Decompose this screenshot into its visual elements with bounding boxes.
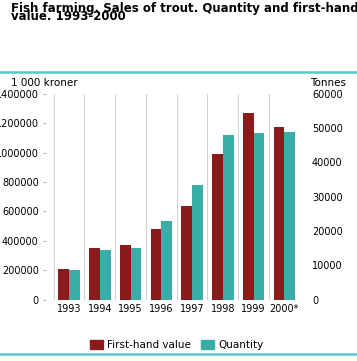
Bar xyxy=(253,133,265,300)
Bar xyxy=(58,269,69,300)
Text: Fish farming. Sales of trout. Quantity and first-hand: Fish farming. Sales of trout. Quantity a… xyxy=(11,2,357,15)
Bar xyxy=(151,229,161,300)
Text: Tonnes: Tonnes xyxy=(310,78,346,88)
Bar xyxy=(192,185,203,300)
Bar xyxy=(181,206,192,300)
Bar xyxy=(100,250,111,300)
Legend: First-hand value, Quantity: First-hand value, Quantity xyxy=(86,336,267,354)
Bar xyxy=(223,135,233,300)
Bar xyxy=(131,248,141,300)
Bar xyxy=(161,221,172,300)
Bar xyxy=(120,245,131,300)
Bar xyxy=(243,113,253,300)
Text: 1 000 kroner: 1 000 kroner xyxy=(11,78,77,88)
Text: value. 1993-2000: value. 1993-2000 xyxy=(11,10,125,23)
Bar xyxy=(89,248,100,300)
Bar xyxy=(285,132,295,300)
Bar xyxy=(69,270,80,300)
Bar xyxy=(212,154,223,300)
Bar xyxy=(273,127,285,300)
